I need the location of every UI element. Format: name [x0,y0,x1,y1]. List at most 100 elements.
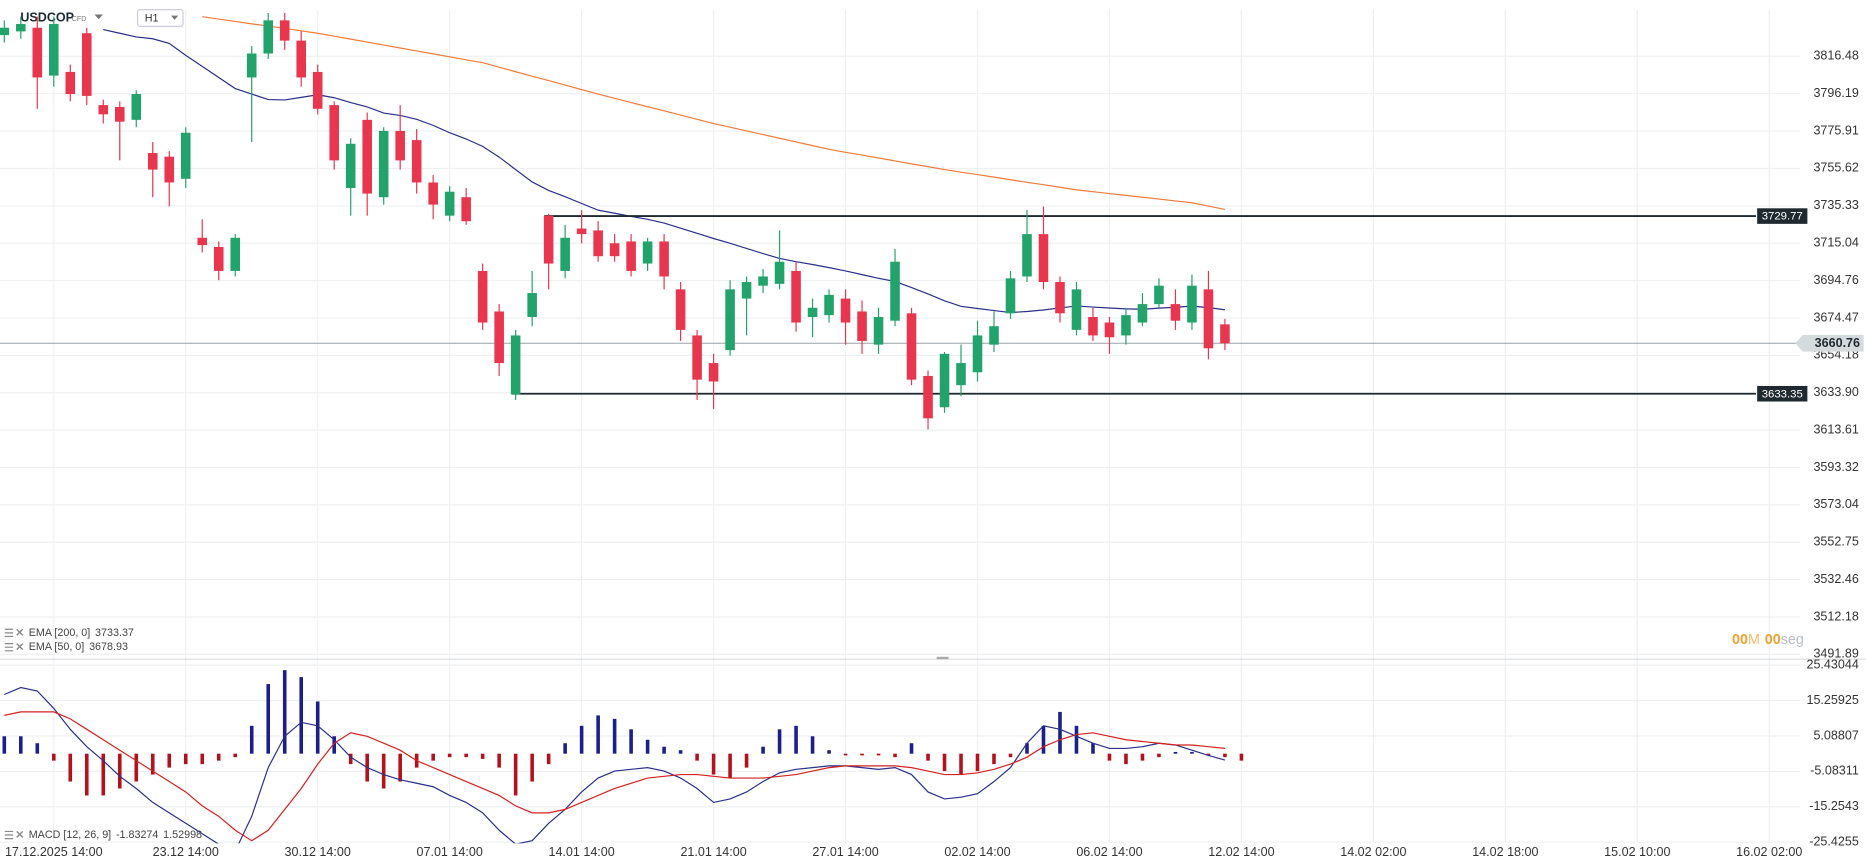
histogram-bar [68,753,73,782]
histogram-bar [497,753,501,768]
candle-body [49,24,59,76]
x-tick-label: 02.02 14:00 [944,845,1010,859]
candle-body [65,71,76,95]
histogram-bar [1058,711,1062,754]
candle-body [494,311,504,364]
candle-body [477,270,488,323]
symbol-selector[interactable]: USDCOP CFD [20,10,103,24]
timeframe-box [136,9,184,28]
candle-body [840,298,851,323]
y-tick-label: 25.43044 [1806,657,1858,671]
legend-value: 3678.93 [89,641,128,653]
histogram-bar [530,753,534,782]
x-tick-label: 12.02 14:00 [1208,845,1274,859]
histogram-bar [1107,753,1112,761]
legend-text: MACD [12, 26, 9] -1.83274 1.52998 [29,829,202,841]
histogram-bar [1041,725,1046,754]
candle-body [774,261,785,284]
histogram-bar [1157,753,1161,758]
legend-item[interactable]: MACD [12, 26, 9] -1.83274 1.52998 [4,829,202,841]
histogram-bar [563,743,567,754]
legend-name: EMA [200, 0] [29,627,91,639]
histogram-bar [51,753,56,761]
candle-body [626,241,636,271]
histogram-bar [200,753,205,765]
histogram-bar [1124,753,1128,765]
y-tick-label: 3755.62 [1813,161,1858,175]
timeframe: H1 [145,12,159,24]
histogram-bar [1190,751,1194,754]
legend-remove-icon [16,830,24,838]
histogram-bar [629,729,633,754]
indicator-line [202,16,1226,211]
histogram-bar [249,725,254,754]
candle-body [642,241,653,264]
candle-body [890,261,900,321]
histogram-bar [150,753,155,775]
candle-body [1038,234,1049,282]
legend-value: -1.83274 [116,829,158,841]
grid-layer [0,9,1801,843]
y-tick-label: 3694.76 [1813,273,1858,287]
histogram-bar [1025,743,1029,754]
histogram-bar [876,753,881,756]
histogram-bar [1206,753,1211,756]
histogram-bar [1239,753,1244,761]
candle-body [98,105,109,115]
panel-resize-handle[interactable] [936,656,949,660]
histogram-bar [662,746,666,754]
candle-body [939,353,950,408]
y-tick-label: 3775.91 [1813,123,1858,137]
candle-body [312,71,323,109]
legend-text: EMA [50, 0] 3678.93 [29,641,128,653]
candle-body [758,276,768,286]
y-tick-label: -25.4255 [1809,834,1859,848]
candle-body [296,40,307,78]
legend-name: MACD [12, 26, 9] [29,829,111,841]
histogram-bar [975,753,980,772]
candle-body [395,130,405,161]
histogram-bar [645,739,650,754]
histogram-bar [282,670,287,754]
histogram-bar [612,718,617,754]
y-tick-label: 3735.33 [1813,198,1858,212]
histogram-bar [233,753,238,758]
y-tick-label: 3816.48 [1813,49,1858,63]
last-price-box [1802,334,1864,352]
indicator-line [4,711,1225,842]
candle-body [114,106,125,122]
candle-body [1154,285,1164,305]
candle-body [510,335,521,395]
candle-body [972,335,983,373]
histogram-bar [579,725,584,754]
histogram-bar [134,753,139,782]
x-tick-label: 06.02 14:00 [1076,845,1142,859]
histogram-bar [1140,753,1145,761]
histogram-bar [2,736,7,754]
histogram-bar [431,753,435,761]
legend-item[interactable]: EMA [200, 0] 3733.37 [4,627,134,639]
histogram-bar [1008,753,1013,758]
candle-body [345,143,356,189]
timeframe-selector[interactable]: H1 [136,9,184,28]
last-price-arrow [1795,334,1803,352]
candle-body [807,307,818,317]
countdown-minutes: 00 [1732,632,1748,648]
y-tick-label: 3573.04 [1813,497,1858,511]
histogram-bar [926,753,930,761]
level-label: 3633.35 [1762,388,1803,400]
candle-body [411,140,422,183]
candle-body [527,293,537,317]
candle-body [1187,285,1197,323]
legend-item[interactable]: EMA [50, 0] 3678.93 [4,641,128,653]
y-tick-label: 5.08807 [1813,728,1858,742]
candle-body [1055,281,1065,314]
x-tick-label: 15.02 10:00 [1604,845,1670,859]
x-tick-label: 14.01 14:00 [548,845,614,859]
candle-body [1022,234,1032,277]
histogram-bar [777,729,782,754]
x-tick-label: 23.12 14:00 [153,845,219,859]
candle-body [131,94,142,120]
y-tick-label: 3593.32 [1813,460,1858,474]
candle-body [213,246,224,271]
